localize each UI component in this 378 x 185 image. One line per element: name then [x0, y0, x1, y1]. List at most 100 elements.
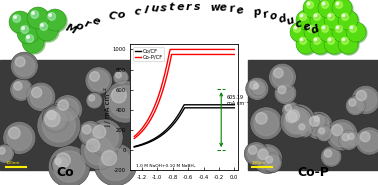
Circle shape [47, 110, 56, 120]
Circle shape [10, 12, 32, 34]
Circle shape [87, 119, 123, 156]
Text: +P: +P [176, 47, 202, 65]
Circle shape [310, 34, 330, 54]
Circle shape [113, 70, 129, 86]
Circle shape [307, 2, 310, 5]
Circle shape [351, 85, 378, 115]
Circle shape [324, 10, 344, 30]
Circle shape [338, 34, 358, 54]
Circle shape [36, 19, 58, 41]
Circle shape [48, 13, 56, 20]
Circle shape [23, 32, 45, 54]
Circle shape [17, 22, 39, 44]
Circle shape [341, 37, 349, 44]
Circle shape [282, 104, 315, 137]
Circle shape [31, 11, 39, 18]
Circle shape [338, 10, 358, 30]
Circle shape [300, 14, 303, 17]
Circle shape [88, 94, 101, 107]
Circle shape [347, 132, 360, 146]
Text: 1.0 M NaOH+0.10 M NaBH₄: 1.0 M NaOH+0.10 M NaBH₄ [136, 164, 195, 168]
Co-P/CF [172, 48, 177, 51]
Circle shape [13, 15, 20, 22]
Text: 605.19
mA cm⁻²: 605.19 mA cm⁻² [226, 95, 248, 106]
Line: Co-P/CF: Co-P/CF [134, 49, 234, 137]
Circle shape [104, 80, 147, 123]
Text: Co-P: Co-P [297, 166, 329, 179]
Circle shape [14, 56, 35, 76]
Circle shape [322, 2, 325, 5]
Circle shape [54, 157, 68, 171]
Circle shape [269, 63, 296, 91]
Circle shape [37, 104, 81, 147]
Circle shape [28, 8, 50, 30]
Circle shape [22, 31, 44, 53]
Circle shape [299, 124, 305, 130]
Circle shape [21, 26, 29, 33]
Circle shape [254, 111, 279, 136]
Circle shape [112, 88, 126, 103]
Co-P/CF [168, 48, 172, 51]
Text: d: d [309, 24, 320, 36]
Circle shape [53, 95, 82, 124]
Circle shape [341, 133, 356, 148]
Circle shape [256, 148, 279, 170]
Co/CF [205, 104, 209, 106]
Circle shape [116, 72, 121, 78]
Legend: Co/CF, Co-P/CF: Co/CF, Co-P/CF [133, 47, 164, 61]
Circle shape [0, 144, 14, 163]
Circle shape [251, 81, 266, 96]
Co/CF [182, 104, 186, 106]
Circle shape [333, 23, 353, 43]
Text: u: u [285, 15, 296, 27]
Text: u: u [150, 4, 159, 14]
Circle shape [286, 108, 311, 133]
Circle shape [314, 116, 319, 121]
Circle shape [307, 25, 314, 32]
Circle shape [0, 147, 5, 154]
Circle shape [89, 95, 95, 101]
Circle shape [41, 24, 43, 26]
Circle shape [88, 70, 109, 91]
Circle shape [347, 23, 367, 43]
Circle shape [272, 67, 293, 88]
Co/CF [195, 104, 200, 106]
Circle shape [325, 35, 345, 55]
Circle shape [332, 0, 352, 18]
Circle shape [253, 83, 264, 94]
Circle shape [115, 72, 127, 84]
Text: o: o [269, 11, 279, 22]
Circle shape [244, 142, 268, 166]
Circle shape [285, 105, 291, 111]
Circle shape [262, 153, 282, 173]
Co-P/CF [232, 48, 237, 51]
Co/CF [132, 145, 136, 148]
Circle shape [348, 133, 354, 139]
Circle shape [327, 13, 335, 20]
Circle shape [99, 148, 132, 181]
Circle shape [54, 151, 85, 182]
Circle shape [246, 77, 269, 100]
Circle shape [85, 67, 112, 94]
Circle shape [350, 25, 356, 32]
Circle shape [350, 26, 353, 29]
Circle shape [293, 25, 301, 32]
Text: e: e [219, 3, 227, 14]
Circle shape [253, 144, 282, 174]
Circle shape [339, 35, 359, 55]
Circle shape [14, 82, 22, 90]
Circle shape [314, 38, 317, 41]
Circle shape [341, 13, 349, 20]
Circle shape [45, 10, 67, 32]
Circle shape [91, 124, 119, 151]
Circle shape [282, 101, 301, 120]
Text: c: c [294, 18, 303, 30]
Circle shape [328, 38, 331, 41]
Circle shape [311, 35, 331, 55]
Text: o: o [116, 9, 125, 20]
Circle shape [336, 2, 339, 5]
Text: e: e [236, 4, 245, 16]
Text: C: C [107, 11, 117, 22]
Circle shape [342, 38, 345, 41]
Circle shape [303, 0, 323, 18]
